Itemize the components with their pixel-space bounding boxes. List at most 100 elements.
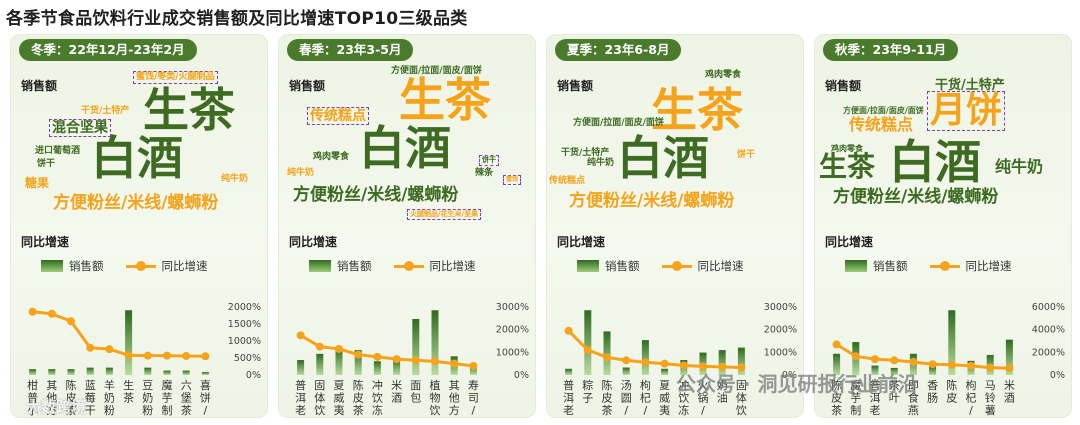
sales-bar [105,367,113,375]
word-cloud-term: 辣条 [475,168,494,178]
category-label: 其他方便 [46,379,57,417]
y2-tick-label: 1000% [228,336,261,347]
word-cloud-term: 月饼 [927,91,1006,131]
growth-point [660,359,669,368]
word-cloud-term: 饼干 [737,150,756,160]
growth-point [1005,364,1014,373]
category-label: 米酒 [391,379,402,405]
word-cloud-term: 方便粉丝/米线/螺蛳粉 [833,187,999,207]
sales-section-label: 销售额 [289,79,326,93]
word-cloud-term: 方便粉丝/米线/螺蛳粉 [53,193,219,213]
sales-bar [948,310,956,375]
sales-bar [890,367,898,375]
word-cloud-term: 传统糕点 [307,107,369,125]
category-label: 寿司/饭 [468,378,479,417]
word-cloud-term: 干货/土特产 [935,78,1005,93]
combo-chart: 0% 1000% 2000% 3000% 普洱老茶粽子陈皮茶汤圆/元枸杞/茶夏威夷果冲饮… [563,302,797,417]
growth-point [737,363,746,372]
category-label: 陈皮茶 [66,378,77,417]
word-cloud-term: 饼干 [37,159,56,169]
sales-bar [603,331,611,375]
word-cloud-term: 火腿制品/花生米/坚果 [407,209,482,220]
growth-point [679,361,688,370]
sales-bar [125,310,133,375]
growth-point [335,344,343,353]
category-label: 火锅/汤 [698,379,709,417]
sales-bar [661,368,669,375]
category-label: 魔芋制品 [850,378,861,417]
sales-bar [297,360,305,375]
sales-bar [163,370,171,375]
growth-section-label: 同比增速 [557,235,606,249]
category-label: 六堡茶 [181,379,192,417]
sales-section-label: 销售额 [825,79,862,93]
word-cloud-term: 白酒 [91,131,183,185]
sales-bar [718,350,726,375]
growth-point [86,343,95,352]
sales-bar [833,353,841,375]
category-label: 陈皮 [946,378,957,405]
growth-point [699,362,707,371]
y2-tick-label: 3000% [764,302,797,313]
season-pill: 秋季：23年9-11月 [823,39,959,61]
sales-bar [67,369,75,375]
category-label: 马铃薯粉 [985,379,996,417]
word-cloud-term: 方便粉丝/米线/螺蛳粉 [569,191,735,211]
word-cloud-term: 方便面/拉面/面皮/面饼 [573,118,664,128]
word-cloud: 生茶 白酒 方便粉丝/米线/螺蛳粉 鸡肉零食 方便面/拉面/面皮/面饼 干货/土特产 纯牛奶… [547,35,803,235]
growth-point [622,356,631,365]
watermark-left: 大数跨境 [26,398,87,416]
growth-point [411,356,420,365]
growth-point [105,345,114,354]
chart-legend: 销售额 同比增速 [577,259,744,273]
combo-chart: 0% 2000% 4000% 6000% 陈皮茶魔芋制品普洱老茶茶叶即食燕窝香肠陈皮枸杞… [831,302,1065,417]
category-label: 陈皮茶 [831,378,842,417]
growth-point [928,360,937,369]
growth-point [201,352,210,361]
growth-section-label: 同比增速 [825,235,874,249]
legend-bar-swatch [845,260,867,272]
growth-point [124,351,133,360]
sales-bar [929,366,937,375]
sales-bar [641,340,649,375]
word-cloud: 生茶 白酒 方便粉丝/米线/螺蛳粉 混合坚果 蜜饯/枣类/火腿制品 干货/土特产 进口葡萄酒… [11,35,267,235]
word-cloud-term: 生茶 [399,73,491,127]
word-cloud-term: 纯牛奶 [221,174,249,184]
y2-tick-label: 2000% [496,325,529,336]
word-cloud-term: 鸡肉零食 [705,70,742,80]
word-cloud-term: 纯牛奶 [287,168,315,178]
sales-bar [29,369,37,375]
sales-bar [412,318,420,375]
growth-point [392,355,401,364]
y2-tick-label: 2000% [764,325,797,336]
word-cloud: 生茶 白酒 方便粉丝/米线/螺蛳粉 传统糕点 方便面/拉面/面皮/面饼 鸡肉零食 纯牛奶 饼干… [279,35,535,235]
sales-bar [182,370,190,375]
word-cloud-term: 传统糕点 [849,115,914,134]
growth-point [890,356,899,365]
sales-bar [1005,339,1013,375]
growth-line [299,334,474,368]
growth-point [871,355,879,364]
growth-point [296,331,305,340]
word-cloud-term: 鸡肉零食 [313,152,350,162]
growth-point [832,340,841,349]
sales-bar [584,310,592,375]
growth-point [163,351,171,360]
chart-legend: 销售额 同比增速 [41,259,208,273]
y2-tick-label: 4000% [1032,325,1065,336]
category-label: 汤圆/元 [621,378,632,417]
category-label: 枸杞/茶 [966,378,977,417]
word-cloud-term: 传统糕点 [549,176,586,186]
legend-bar-swatch [41,260,63,272]
category-label: 豆奶粉 [142,379,153,417]
legend-line-swatch [125,260,156,271]
category-label: 茶叶 [889,379,900,405]
category-label: 陈皮茶 [353,378,364,417]
category-label: 植物饮料 [430,378,441,417]
category-label: 羊奶粉 [104,378,115,417]
word-cloud-term: 鸡肉零食 [831,144,863,153]
growth-point [469,361,478,370]
page-title: 各季节食品饮料行业成交销售额及同比增速TOP10三级品类 [6,9,468,29]
legend-line-swatch [929,260,960,271]
